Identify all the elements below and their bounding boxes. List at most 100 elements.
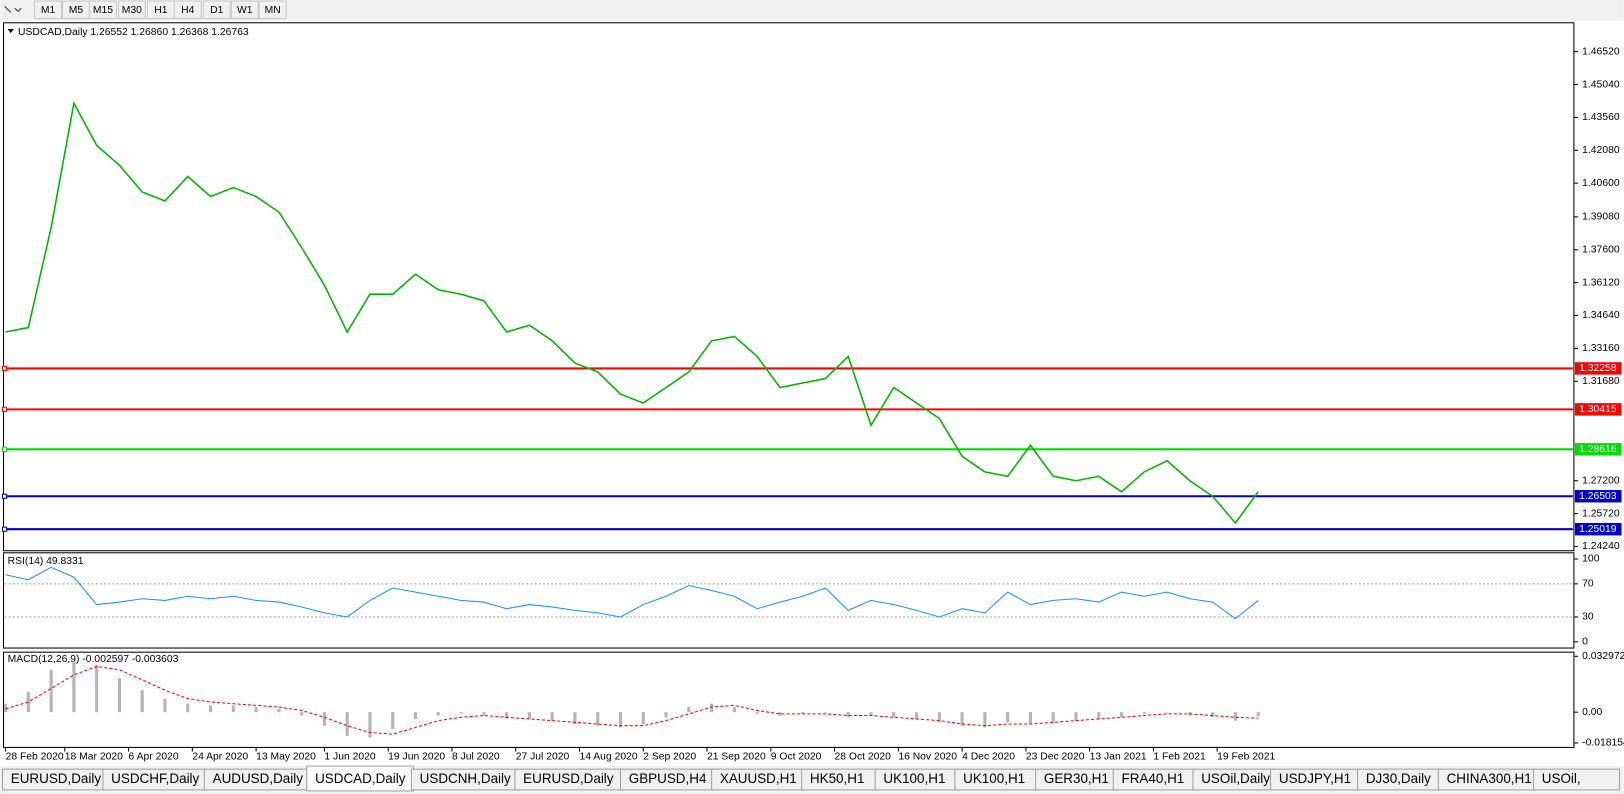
x-tick-label: 13 May 2020: [256, 751, 316, 762]
y-tick-label: 0.00: [1582, 707, 1602, 718]
macd-bar: [618, 712, 623, 728]
tab[interactable]: [1533, 768, 1620, 791]
tab-label[interactable]: HK50,H1: [810, 771, 865, 786]
price-panel: [2, 22, 1575, 552]
macd-bar: [163, 698, 167, 713]
timeframe-button[interactable]: [88, 0, 117, 20]
macd-bar: [960, 712, 964, 726]
level-handle: [1, 365, 8, 372]
macd-bar: [1051, 712, 1055, 723]
timeframe-button[interactable]: [202, 0, 231, 20]
timeframe-button[interactable]: [230, 0, 259, 20]
macd-bar: [368, 712, 372, 738]
toolbar: [0, 0, 1624, 21]
macd-bar: [1256, 712, 1260, 717]
timeframe-label[interactable]: H1: [154, 5, 167, 16]
tab-label[interactable]: USDJPY,H1: [1279, 771, 1351, 786]
y-tick-label: 1.37600: [1582, 245, 1620, 256]
x-tick-label: 8 Jul 2020: [452, 751, 500, 762]
x-tick-label: 19 Jun 2020: [388, 751, 445, 762]
timeframe-button[interactable]: [173, 0, 202, 20]
macd-bar: [4, 703, 8, 713]
tab-label[interactable]: USDCHF,Daily: [111, 771, 199, 786]
tab-label[interactable]: EURUSD,Daily: [523, 771, 614, 786]
y-tick-label: 1.33160: [1582, 343, 1620, 354]
tab-label[interactable]: AUDUSD,Daily: [213, 771, 304, 786]
macd-bar: [208, 705, 213, 713]
timeframe-label[interactable]: M1: [41, 5, 56, 16]
tab-label[interactable]: XAUUSD,H1: [720, 771, 797, 786]
macd-bar: [254, 707, 258, 713]
y-tick-label: 100: [1582, 554, 1600, 565]
macd-bar: [1165, 712, 1169, 713]
tab-label[interactable]: USOil,: [1542, 771, 1581, 786]
timeframe-button[interactable]: [258, 0, 287, 20]
x-tick-label: 9 Oct 2020: [771, 751, 822, 762]
tab-label[interactable]: USDCNH,Daily: [420, 771, 511, 786]
y-tick-label: 1.25720: [1582, 508, 1620, 519]
macd-bar: [49, 669, 53, 713]
timeframe-button[interactable]: [34, 0, 62, 20]
macd-bar: [117, 678, 122, 713]
macd-bar: [1097, 712, 1101, 719]
timeframe-label[interactable]: M30: [122, 5, 142, 16]
x-tick-label: 2 Sep 2020: [643, 751, 696, 762]
signal-line: [5, 665, 1259, 735]
macd-bar: [322, 712, 326, 726]
y-tick-label: 1.31680: [1582, 376, 1620, 387]
x-tick-label: 19 Feb 2021: [1217, 751, 1275, 762]
timeframe-label[interactable]: M15: [93, 5, 113, 16]
price-line: [5, 100, 1259, 525]
macd-bar: [1028, 712, 1032, 725]
macd-bar: [869, 712, 873, 716]
macd-bar: [778, 712, 782, 716]
tab-label[interactable]: GER30,H1: [1044, 771, 1109, 786]
level-tag: [1574, 522, 1622, 536]
macd-bar: [1233, 712, 1237, 721]
level-handle: [1, 446, 8, 452]
tab-label[interactable]: UK100,H1: [883, 771, 945, 786]
tab[interactable]: [306, 765, 414, 792]
macd-bar: [140, 690, 144, 713]
timeframe-label[interactable]: H4: [181, 5, 194, 16]
tab-label[interactable]: EURUSD,Daily: [11, 771, 102, 786]
macd-bar: [710, 703, 714, 713]
y-tick-label: 1.40600: [1582, 178, 1620, 189]
timeframe-label[interactable]: MN: [265, 5, 281, 16]
macd-bar: [892, 712, 896, 718]
timeframe-label[interactable]: W1: [237, 5, 253, 16]
macd-bar: [482, 712, 486, 716]
x-tick-label: 6 Apr 2020: [129, 751, 179, 762]
tab-label[interactable]: USDCAD,Daily: [315, 771, 406, 786]
macd-bar: [596, 712, 600, 726]
level-handle: [1, 526, 8, 532]
macd-bar: [277, 708, 281, 713]
macd-title: MACD(12,26,9) -0.002597 -0.003603: [8, 654, 179, 665]
y-tick-label: 1.42080: [1582, 145, 1620, 156]
tab-label[interactable]: GBPUSD,H4: [629, 771, 707, 786]
x-tick-label: 13 Jan 2021: [1090, 751, 1147, 762]
x-tick-label: 23 Dec 2020: [1026, 751, 1085, 762]
macd-bar: [732, 707, 736, 713]
macd-bar: [846, 712, 850, 718]
tab-label[interactable]: UK100,H1: [963, 771, 1025, 786]
tab-label[interactable]: FRA40,H1: [1122, 771, 1185, 786]
y-tick-label: 0: [1582, 637, 1588, 648]
y-tick-label: 30: [1582, 612, 1594, 623]
level-tag: [1574, 490, 1622, 503]
level-handle: [1, 493, 8, 499]
macd-bar: [72, 661, 76, 713]
level-tag: [1574, 403, 1622, 416]
timeframe-label[interactable]: M5: [69, 5, 84, 16]
tab-label[interactable]: USOil,Daily: [1201, 771, 1270, 786]
tab-label[interactable]: CHINA300,H1: [1447, 771, 1532, 786]
tab-label[interactable]: DJ30,Daily: [1366, 771, 1431, 786]
level-label: 1.25019: [1579, 524, 1617, 535]
macd-bar: [300, 712, 304, 716]
timeframe-label[interactable]: D1: [210, 5, 223, 16]
rsi-panel: [2, 552, 1575, 649]
level-label: 1.26503: [1579, 491, 1617, 502]
timeframe-button[interactable]: [117, 0, 146, 20]
